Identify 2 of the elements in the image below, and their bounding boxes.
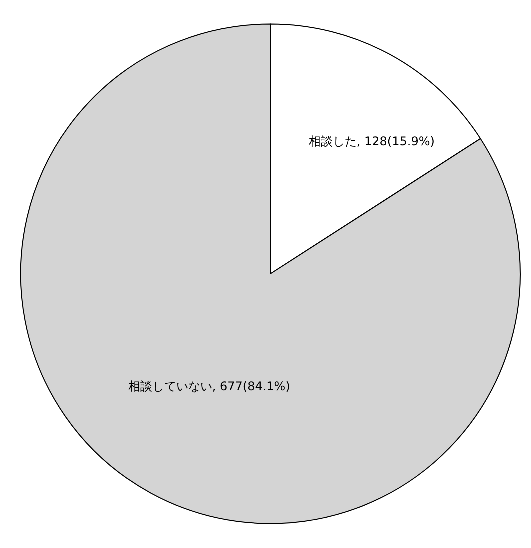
slice-label: 相談した, 128(15.9%)	[308, 134, 435, 149]
slice-label: 相談していない, 677(84.1%)	[128, 379, 290, 394]
